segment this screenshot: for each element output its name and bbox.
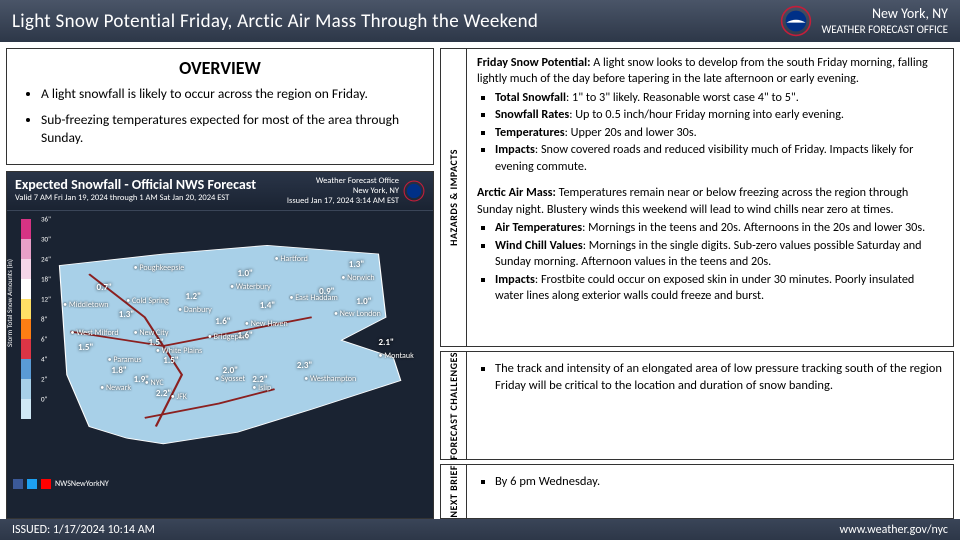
map-header: Expected Snowfall - Official NWS Forecas… <box>7 172 433 212</box>
bullet-item: The track and intensity of an elongated … <box>495 360 943 395</box>
snow-value: 1.0" <box>238 268 253 279</box>
bullet-item: Wind Chill Values: Mornings in the singl… <box>495 238 943 271</box>
map-legend: Storm Total Snow Amounts (in) 36"30"24"1… <box>13 219 31 419</box>
hazards-section: HAZARDS & IMPACTS Friday Snow Potential:… <box>440 48 954 347</box>
legend-label: Storm Total Snow Amounts (in) <box>6 259 14 347</box>
hazards-tab: HAZARDS & IMPACTS <box>441 49 467 346</box>
noaa-logo-small-icon <box>403 180 425 202</box>
map-valid: Valid 7 AM Fri Jan 19, 2024 through 1 AM… <box>15 193 256 203</box>
next-bullets: By 6 pm Wednesday. <box>477 473 943 490</box>
snow-value: 2.0" <box>223 365 238 376</box>
map-body: Storm Total Snow Amounts (in) 36"30"24"1… <box>7 211 433 491</box>
challenges-tab: FORECAST CHALLENGES <box>441 352 467 460</box>
overview-list: A light snowfall is likely to occur acro… <box>21 85 419 148</box>
city-label: • Montauk <box>378 351 413 361</box>
city-label: • Westhampton <box>304 374 356 384</box>
city-label: • Poughkeepsie <box>134 263 185 273</box>
map-title: Expected Snowfall - Official NWS Forecas… <box>15 176 256 193</box>
bullet-item: Air Temperatures: Mornings in the teens … <box>495 220 943 236</box>
snow-value: 1.3" <box>119 309 134 320</box>
left-column: OVERVIEW A light snowfall is likely to o… <box>0 42 438 519</box>
city-label: • JFK <box>171 392 187 402</box>
legend-bar: 36"30"24"18"12"8"6"4"2"0" <box>21 219 31 419</box>
city-label: • Cold Spring <box>126 296 169 306</box>
footer-url: www.weather.gov/nyc <box>839 523 948 537</box>
arctic-bullets: Air Temperatures: Mornings in the teens … <box>477 220 943 304</box>
bullet-item: By 6 pm Wednesday. <box>495 473 943 490</box>
twitter-icon <box>27 479 37 489</box>
city-label: • Norwich <box>341 273 374 283</box>
city-label: • Danbury <box>178 305 212 315</box>
snow-value: 1.4" <box>260 300 275 311</box>
city-label: • Middletown <box>63 300 108 310</box>
bullet-item: Impacts: Snow covered roads and reduced … <box>495 142 943 175</box>
bullet-item: Impacts: Frostbite could occur on expose… <box>495 272 943 305</box>
facebook-icon <box>13 479 23 489</box>
snowfall-map: Expected Snowfall - Official NWS Forecas… <box>6 171 434 519</box>
city-label: • Waterbury <box>230 282 271 292</box>
snow-value: 1.5" <box>163 355 178 366</box>
page-title: Light Snow Potential Friday, Arctic Air … <box>12 10 780 33</box>
snow-value: 1.6" <box>215 316 230 327</box>
overview-panel: OVERVIEW A light snowfall is likely to o… <box>6 48 434 165</box>
snow-bullets: Total Snowfall: 1" to 3" likely. Reasona… <box>477 90 943 175</box>
snow-value: 0.7" <box>97 282 112 293</box>
city-label: • New Haven <box>245 319 288 329</box>
footer-bar: ISSUED: 1/17/2024 10:14 AM www.weather.g… <box>0 519 960 540</box>
snow-value: 1.6" <box>238 330 253 341</box>
challenges-section: FORECAST CHALLENGES The track and intens… <box>440 351 954 461</box>
hazards-content: Friday Snow Potential: A light snow look… <box>467 49 953 346</box>
main-content: OVERVIEW A light snowfall is likely to o… <box>0 42 960 519</box>
header-office: New York, NY WEATHER FORECAST OFFICE <box>822 5 949 37</box>
snow-value: 2.3" <box>297 360 312 371</box>
header-office-label: WEATHER FORECAST OFFICE <box>822 23 949 37</box>
overview-item: A light snowfall is likely to occur acro… <box>41 85 419 103</box>
snow-value: 2.2" <box>252 374 267 385</box>
city-label: • Newark <box>100 383 131 393</box>
snow-value: 1.5" <box>148 337 163 348</box>
snow-value: 1.8" <box>111 365 126 376</box>
map-region: • Poughkeepsie • Middletown • Cold Spring •… <box>52 231 423 461</box>
bullet-item: Total Snowfall: 1" to 3" likely. Reasona… <box>495 90 943 106</box>
bullet-item: Snowfall Rates: Up to 0.5 inch/hour Frid… <box>495 107 943 123</box>
map-social-handle: NWSNewYorkNY <box>55 479 109 489</box>
map-office: Weather Forecast Office New York, NY Iss… <box>287 176 425 207</box>
right-column: HAZARDS & IMPACTS Friday Snow Potential:… <box>438 42 960 519</box>
challenges-bullets: The track and intensity of an elongated … <box>477 360 943 395</box>
youtube-icon <box>41 479 51 489</box>
snow-value: 1.2" <box>186 291 201 302</box>
snow-value: 1.5" <box>78 342 93 353</box>
city-label: • Hartford <box>275 254 308 264</box>
overview-item: Sub-freezing temperatures expected for m… <box>41 111 419 147</box>
snow-value: 2.1" <box>378 337 393 348</box>
next-section: NEXT BRIEF By 6 pm Wednesday. <box>440 464 954 519</box>
bullet-item: Temperatures: Upper 20s and lower 30s. <box>495 125 943 141</box>
snow-value: 1.9" <box>134 374 149 385</box>
header-city: New York, NY <box>822 5 949 23</box>
noaa-logo-icon <box>780 5 812 37</box>
next-tab: NEXT BRIEF <box>441 465 467 518</box>
city-label: • New London <box>334 309 381 319</box>
map-footer: NWSNewYorkNY <box>13 479 109 489</box>
header-right: New York, NY WEATHER FORECAST OFFICE <box>780 5 949 37</box>
snow-value: 2.2" <box>156 388 171 399</box>
snow-value: 1.0" <box>356 296 371 307</box>
city-label: • West Milford <box>71 328 119 338</box>
next-content: By 6 pm Wednesday. <box>467 465 953 518</box>
snow-value: 0.9" <box>319 286 334 297</box>
overview-title: OVERVIEW <box>21 57 419 79</box>
challenges-content: The track and intensity of an elongated … <box>467 352 953 460</box>
header-bar: Light Snow Potential Friday, Arctic Air … <box>0 0 960 42</box>
snow-value: 1.3" <box>349 259 364 270</box>
footer-issued: ISSUED: 1/17/2024 10:14 AM <box>12 523 155 537</box>
